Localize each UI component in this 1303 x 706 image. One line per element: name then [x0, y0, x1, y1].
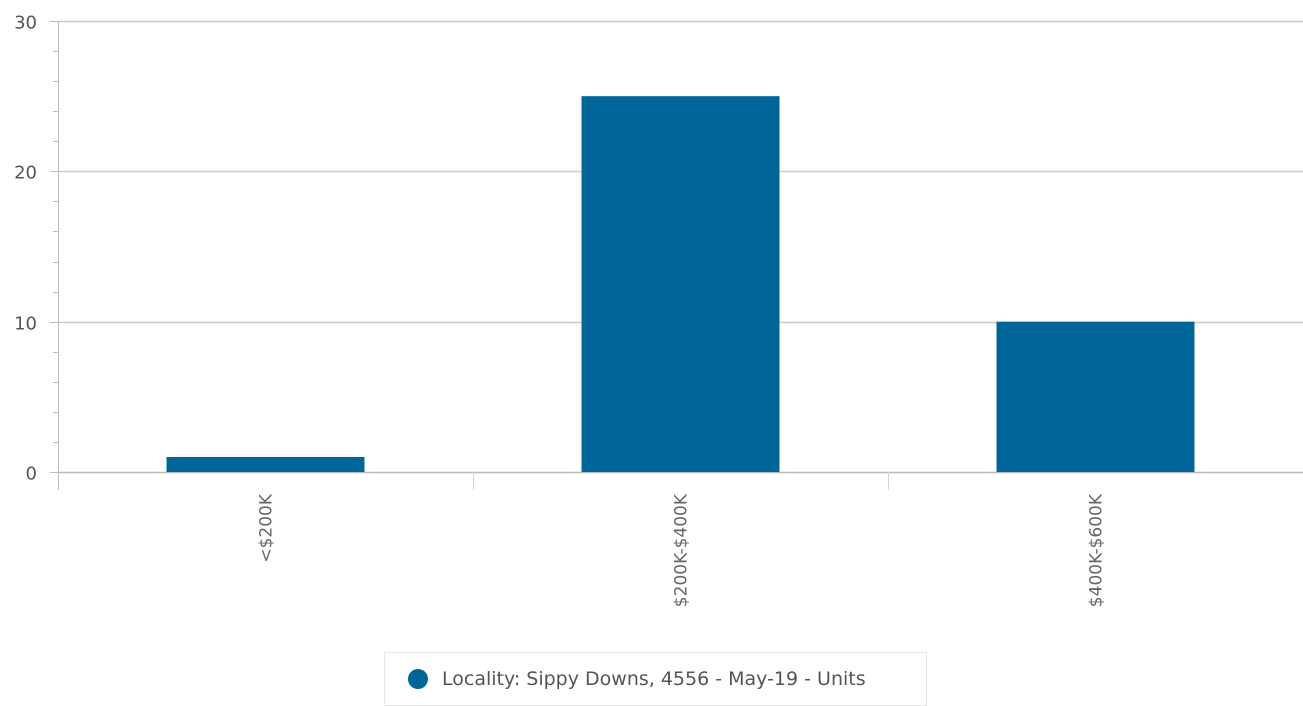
- bar[interactable]: [581, 96, 780, 473]
- x-category-label: <$200K: [257, 493, 277, 563]
- y-tick-labels: 0 10 20 30: [14, 13, 37, 485]
- legend[interactable]: Locality: Sippy Downs, 4556 - May-19 - U…: [384, 652, 927, 706]
- x-category-labels: <$200K $200K-$400K $400K-$600K: [257, 493, 1107, 607]
- y-tick-label: 30: [14, 13, 37, 34]
- bar[interactable]: [166, 456, 365, 472]
- legend-series-label: Locality: Sippy Downs, 4556 - May-19 - U…: [442, 668, 866, 690]
- x-category-label: $200K-$400K: [672, 493, 692, 607]
- bar[interactable]: [996, 321, 1195, 472]
- y-tick-label: 0: [26, 464, 37, 485]
- legend-marker-icon: [408, 669, 428, 689]
- y-tick-label: 20: [14, 163, 37, 184]
- axes: [50, 21, 1303, 490]
- bars: [166, 96, 1195, 473]
- y-tick-label: 10: [14, 314, 37, 335]
- x-category-label: $400K-$600K: [1087, 493, 1107, 607]
